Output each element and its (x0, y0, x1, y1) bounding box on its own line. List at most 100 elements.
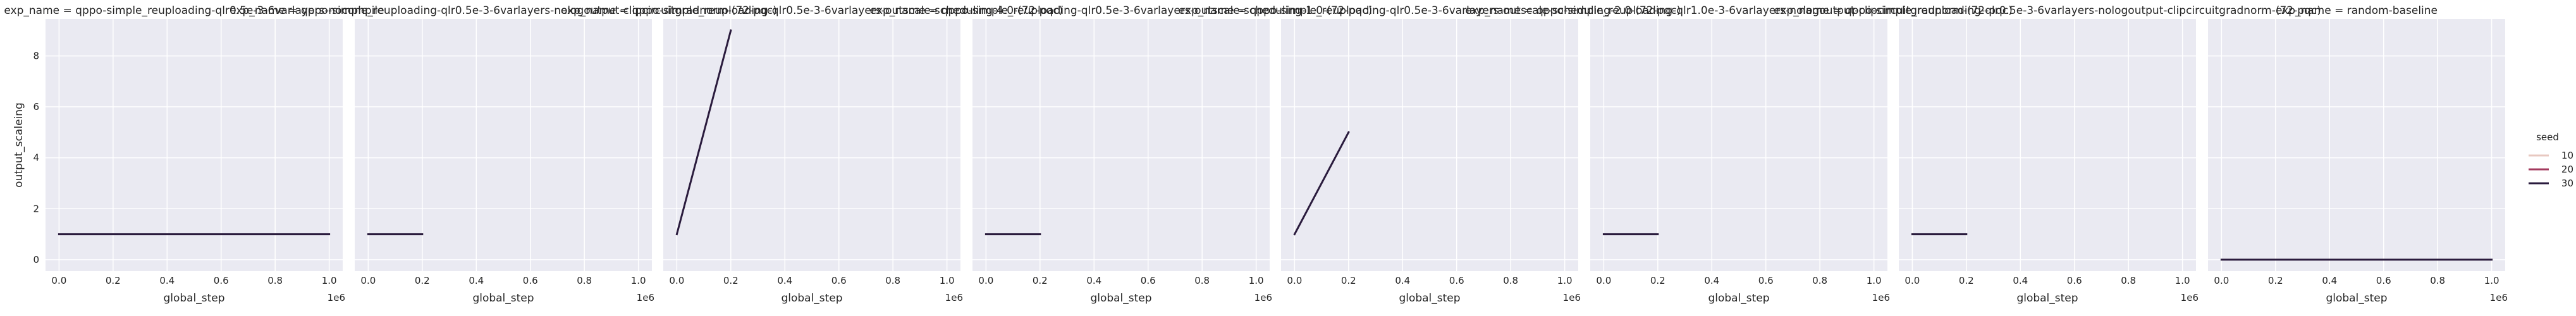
x-tick-label: 1.0 (940, 275, 955, 286)
x-tick-label: 0.8 (1503, 275, 1518, 286)
y-tick-label: 0 (33, 254, 39, 265)
facet-panel-8: exp_name = random-baseline 0.0 0.2 0.4 0.6 0.… (2208, 4, 2508, 305)
x-tick-label: 0.2 (1341, 275, 1356, 286)
x-tick-label: 0.6 (1449, 275, 1464, 286)
x-tick-label: 0.0 (51, 275, 66, 286)
facet-panel-3: exp_name = qppo-simple_reuploading-qlr0.… (561, 4, 1063, 305)
facet-title: exp_name = random-baseline (2276, 4, 2438, 17)
x-tick-label: 0.4 (1704, 275, 1719, 286)
y-tick-label: 8 (33, 50, 39, 61)
x-offset-label: 1e6 (637, 292, 654, 303)
plot-area (663, 19, 960, 271)
x-tick-label: 1.0 (322, 275, 337, 286)
x-tick-label: 0.8 (267, 275, 283, 286)
facet-panel-6: exp_name = qppo-simple_reuploading-qlr1.… (1465, 4, 2013, 305)
y-tick-label: 2 (33, 203, 39, 214)
x-tick-label: 1.0 (1867, 275, 1882, 286)
x-axis-label: global_step (1399, 292, 1460, 305)
plot-area (1281, 19, 1578, 271)
x-tick-label: 0.0 (2214, 275, 2229, 286)
x-tick-label: 0.0 (669, 275, 684, 286)
x-tick-label: 1.0 (1249, 275, 1264, 286)
legend-title: seed (2536, 131, 2559, 143)
x-tick-label: 0.6 (831, 275, 847, 286)
plot-area (2208, 19, 2505, 271)
x-tick-label: 1.0 (631, 275, 646, 286)
facet-title: exp_name = qppo-simple_reuploading-qlr0.… (4, 4, 384, 17)
x-tick-label: 0.2 (1033, 275, 1048, 286)
legend-label-30: 30 (2561, 178, 2573, 189)
x-tick-label: 0.0 (1596, 275, 1611, 286)
plot-area (46, 19, 343, 271)
x-tick-label: 0.0 (360, 275, 376, 286)
x-axis-label: global_step (2016, 292, 2078, 305)
plot-area (355, 19, 652, 271)
x-tick-label: 0.8 (2430, 275, 2445, 286)
x-tick-label: 0.4 (1395, 275, 1410, 286)
facet-title: exp_name = qppo-simple_reuploading-qlr0.… (1774, 4, 2321, 17)
x-tick-label: 0.0 (978, 275, 993, 286)
facet-panel-4: exp_name = qppo-simple_reuploading-qlr0.… (870, 4, 1372, 305)
x-tick-label: 1.0 (1557, 275, 1573, 286)
facet-title: exp_name = qppo-simple_reuploading-qlr0.… (1179, 4, 1681, 17)
x-tick-label: 0.4 (2013, 275, 2028, 286)
plot-area (972, 19, 1270, 271)
facet-title: exp_name = qppo-simple_reuploading-qlr1.… (1465, 4, 2013, 17)
x-offset-label: 1e6 (945, 292, 963, 303)
x-offset-label: 1e6 (2181, 292, 2199, 303)
x-tick-label: 0.4 (2322, 275, 2337, 286)
x-tick-label: 1.0 (2175, 275, 2190, 286)
x-tick-label: 0.0 (1904, 275, 1920, 286)
y-tick-label: 4 (33, 152, 39, 164)
facet-title: exp_name = qppo-simple_reuploading-qlr0.… (870, 4, 1372, 17)
x-tick-label: 0.6 (1758, 275, 1774, 286)
x-tick-label: 0.2 (415, 275, 430, 286)
x-tick-label: 0.4 (469, 275, 484, 286)
facet-panel-5: exp_name = qppo-simple_reuploading-qlr0.… (1179, 4, 1681, 305)
x-tick-label: 0.8 (1194, 275, 1210, 286)
x-tick-label: 0.6 (2067, 275, 2082, 286)
x-offset-label: 1e6 (1254, 292, 1272, 303)
x-tick-label: 0.8 (2121, 275, 2136, 286)
x-offset-label: 1e6 (1563, 292, 1581, 303)
facet-panel-1: exp_name = qppo-simple_reuploading-qlr0.… (4, 4, 384, 305)
x-offset-label: 1e6 (2490, 292, 2508, 303)
legend-label-10: 10 (2561, 150, 2573, 161)
x-tick-label: 0.2 (2268, 275, 2283, 286)
x-tick-label: 0.0 (1287, 275, 1302, 286)
facet-title: exp_name = qppo-simple_reuploading-qlr0.… (561, 4, 1063, 17)
x-tick-label: 0.2 (106, 275, 121, 286)
facet-panel-7: exp_name = qppo-simple_reuploading-qlr0.… (1774, 4, 2321, 305)
facet-panel-2: exp_name = qppo-simple_reuploading-qlr0.… (230, 4, 777, 305)
x-offset-label: 1e6 (328, 292, 345, 303)
y-axis-label: output_scaleing (13, 102, 25, 188)
x-tick-label: 0.8 (885, 275, 900, 286)
x-axis-label: global_step (1090, 292, 1151, 305)
plot-area (1899, 19, 2196, 271)
x-tick-label: 0.2 (1650, 275, 1665, 286)
x-tick-label: 0.2 (723, 275, 739, 286)
series-line-seed-30 (675, 29, 732, 236)
x-tick-label: 0.6 (2376, 275, 2391, 286)
y-tick-label: 6 (33, 101, 39, 112)
x-tick-label: 0.4 (159, 275, 175, 286)
x-axis-label: global_step (163, 292, 224, 305)
x-offset-label: 1e6 (1872, 292, 1890, 303)
x-axis-label: global_step (472, 292, 534, 305)
x-tick-label: 0.6 (1141, 275, 1156, 286)
x-axis-label: global_step (1708, 292, 1769, 305)
x-axis-label: global_step (781, 292, 842, 305)
x-tick-label: 1.0 (2484, 275, 2499, 286)
x-tick-label: 0.4 (777, 275, 792, 286)
x-tick-label: 0.8 (1812, 275, 1827, 286)
x-axis-label: global_step (2326, 292, 2387, 305)
x-tick-label: 0.2 (1959, 275, 1974, 286)
legend-label-20: 20 (2561, 164, 2573, 175)
x-tick-label: 0.6 (214, 275, 229, 286)
x-tick-label: 0.6 (523, 275, 538, 286)
x-tick-label: 0.4 (1086, 275, 1101, 286)
facet-title: exp_name = qppo-simple_reuploading-qlr0.… (230, 4, 777, 17)
x-tick-label: 0.8 (577, 275, 592, 286)
